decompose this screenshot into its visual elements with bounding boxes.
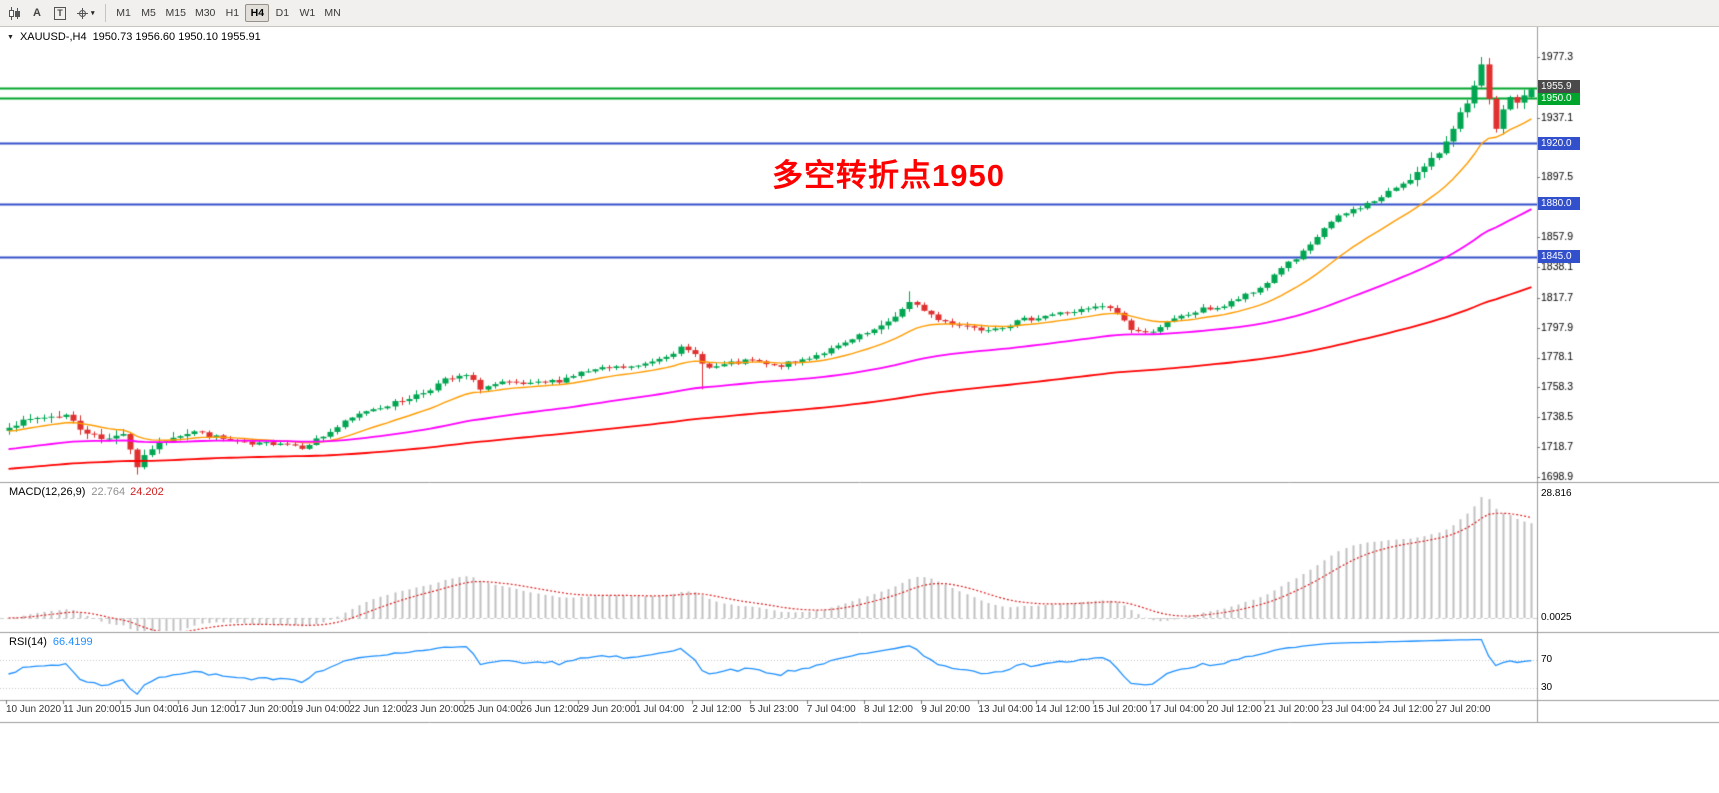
timeframe-button-m1[interactable]: M1 xyxy=(112,4,136,22)
macd-indicator-label: MACD(12,26,9) 22.764 24.202 xyxy=(9,486,164,498)
price-level-tag: 1845.0 xyxy=(1538,250,1580,264)
time-axis-label: 25 Jun 04:00 xyxy=(463,704,522,715)
time-axis-label: 2 Jul 12:00 xyxy=(692,704,742,715)
dropdown-caret-icon: ▾ xyxy=(91,10,95,17)
time-axis-label: 22 Jun 12:00 xyxy=(349,704,408,715)
time-axis-label: 16 Jun 12:00 xyxy=(177,704,236,715)
macd-axis-value: 0.0025 xyxy=(1541,611,1572,623)
text-tool-button[interactable]: A xyxy=(26,3,48,23)
chart-title: ▼ XAUUSD-,H4 1950.73 1956.60 1950.10 195… xyxy=(7,31,261,43)
time-axis-label: 11 Jun 20:00 xyxy=(63,704,121,715)
time-axis-label: 29 Jun 20:00 xyxy=(578,704,636,715)
time-axis-label: 21 Jul 20:00 xyxy=(1264,704,1319,715)
macd-axis-value: 28.816 xyxy=(1541,488,1572,499)
time-axis-label: 17 Jul 04:00 xyxy=(1150,704,1205,715)
rsi-name: RSI(14) xyxy=(9,636,47,648)
price-level-tag: 1880.0 xyxy=(1538,197,1580,211)
time-axis-label: 8 Jul 12:00 xyxy=(864,704,913,715)
collapse-triangle-icon[interactable]: ▼ xyxy=(7,33,14,41)
rsi-indicator-label: RSI(14) 66.4199 xyxy=(9,636,93,648)
time-axis-label: 19 Jun 04:00 xyxy=(292,704,350,715)
bid-price-tag: 1955.9 xyxy=(1538,79,1580,93)
candlestick-icon xyxy=(8,6,20,20)
timeframe-group: M1 M5 M15 M30 H1 H4 D1 W1 MN xyxy=(112,4,345,22)
time-axis-label: 20 Jul 12:00 xyxy=(1207,704,1262,715)
time-axis-label: 26 Jun 12:00 xyxy=(520,704,579,715)
time-axis-label: 5 Jul 23:00 xyxy=(749,704,799,715)
chart-ohlc: 1950.73 1956.60 1950.10 1955.91 xyxy=(92,31,261,43)
time-axis-label: 7 Jul 04:00 xyxy=(806,704,856,715)
time-axis-label: 15 Jul 20:00 xyxy=(1092,704,1148,715)
macd-main-value: 22.764 xyxy=(91,486,126,498)
macd-name: MACD(12,26,9) xyxy=(9,486,86,498)
timeframe-button-d1[interactable]: D1 xyxy=(270,4,294,22)
time-axis-label: 23 Jun 20:00 xyxy=(406,704,465,715)
toolbar-separator xyxy=(104,4,106,22)
price-level-tag: 1920.0 xyxy=(1538,136,1580,150)
time-axis-label: 10 Jun 2020 xyxy=(6,704,62,715)
timeframe-button-h4[interactable]: H4 xyxy=(245,4,270,22)
timeframe-button-w1[interactable]: W1 xyxy=(295,4,319,22)
time-axis-label: 24 Jul 12:00 xyxy=(1378,704,1434,715)
crosshair-tool-button[interactable]: ▾ xyxy=(72,3,99,23)
timeframe-button-mn[interactable]: MN xyxy=(320,4,344,22)
chart-symbol-timeframe: XAUUSD-,H4 xyxy=(19,31,87,43)
time-axis-label: 9 Jul 20:00 xyxy=(921,704,971,715)
time-axis-label: 15 Jun 04:00 xyxy=(120,704,179,715)
rsi-level-label: 70 xyxy=(1541,654,1553,665)
price-level-tag: 1950.0 xyxy=(1538,91,1580,105)
time-axis-label: 13 Jul 04:00 xyxy=(978,704,1033,715)
textbox-icon: T xyxy=(54,6,66,20)
rsi-level-label: 30 xyxy=(1541,682,1553,693)
time-axis-label: 23 Jul 04:00 xyxy=(1321,704,1377,715)
rsi-value: 66.4199 xyxy=(52,636,93,648)
timeframe-button-h1[interactable]: H1 xyxy=(220,4,244,22)
time-axis-label: 1 Jul 04:00 xyxy=(635,704,685,715)
crosshair-icon xyxy=(77,7,88,19)
timeframe-button-m15[interactable]: M15 xyxy=(162,4,190,22)
toolbar: A T ▾ M1 M5 M15 M30 H1 H4 D1 W1 MN xyxy=(0,0,1719,27)
chart-annotation-text[interactable]: 多空转折点1950 xyxy=(772,158,1005,193)
time-axis-label: 17 Jun 20:00 xyxy=(234,704,293,715)
time-axis-label: 27 Jul 20:00 xyxy=(1436,704,1491,715)
timeframe-button-m5[interactable]: M5 xyxy=(137,4,161,22)
macd-signal-value: 24.202 xyxy=(130,486,164,498)
charts-tool-button[interactable] xyxy=(3,3,25,23)
textbox-tool-button[interactable]: T xyxy=(49,3,71,23)
time-axis-label: 14 Jul 12:00 xyxy=(1035,704,1091,715)
timeframe-button-m30[interactable]: M30 xyxy=(191,4,219,22)
